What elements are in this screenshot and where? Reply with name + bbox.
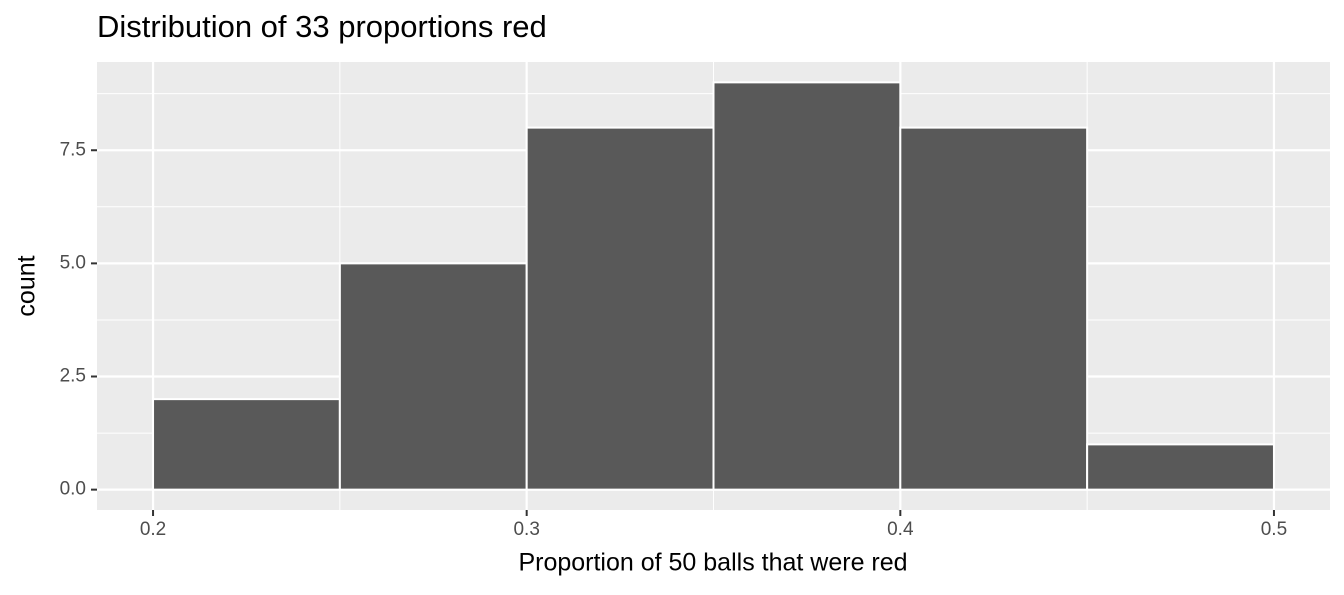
x-tick-label: 0.2 <box>140 519 166 540</box>
x-axis-title: Proportion of 50 balls that were red <box>518 549 907 577</box>
bar <box>1086 443 1275 491</box>
y-tick-label: 5.0 <box>60 252 86 273</box>
bar <box>712 81 902 491</box>
bar <box>525 126 715 491</box>
y-tick-label: 2.5 <box>60 366 86 387</box>
bars <box>152 81 1275 491</box>
x-tick-label: 0.3 <box>513 519 539 540</box>
bar <box>899 126 1089 491</box>
y-tick-label: 7.5 <box>60 139 86 160</box>
y-axis-title: count <box>13 255 41 316</box>
x-tick-label: 0.4 <box>887 519 914 540</box>
bar <box>338 262 528 491</box>
bar <box>152 398 341 491</box>
chart-title: Distribution of 33 proportions red <box>97 9 547 44</box>
x-tick-label: 0.5 <box>1261 519 1287 540</box>
y-tick-label: 0.0 <box>60 479 86 500</box>
